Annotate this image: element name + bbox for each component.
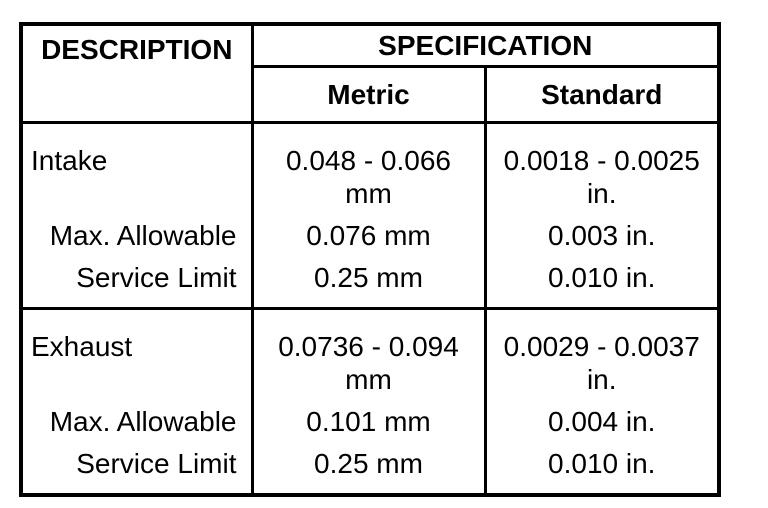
header-row-units: Metric Standard	[21, 66, 721, 124]
standard-value: 0.010 in.	[483, 442, 721, 495]
standard-value: 0.0029 - 0.0037 in.	[483, 308, 721, 400]
standard-value: 0.010 in.	[483, 256, 721, 309]
specification-table: DESCRIPTION SPECIFICATION Metric Standar…	[19, 22, 721, 497]
header-row-top: DESCRIPTION SPECIFICATION	[19, 24, 721, 124]
row-label: Service Limit	[19, 442, 254, 495]
standard-value: 0.0018 - 0.0025 in.	[483, 122, 721, 214]
col-header-metric: Metric	[250, 66, 487, 124]
table-row: Exhaust 0.0736 - 0.094 mm 0.0029 - 0.003…	[19, 308, 721, 400]
exhaust-group: Exhaust 0.0736 - 0.094 mm 0.0029 - 0.003…	[19, 308, 721, 495]
intake-group: Intake 0.048 - 0.066 mm 0.0018 - 0.0025 …	[19, 122, 721, 309]
table-row: Intake 0.048 - 0.066 mm 0.0018 - 0.0025 …	[19, 122, 721, 214]
table-header: DESCRIPTION SPECIFICATION Metric Standar…	[19, 24, 721, 124]
col-header-standard: Standard	[483, 66, 721, 124]
table-row: Service Limit 0.25 mm 0.010 in.	[19, 256, 721, 309]
metric-value: 0.076 mm	[250, 214, 487, 256]
metric-value: 0.25 mm	[250, 442, 487, 495]
standard-value: 0.003 in.	[483, 214, 721, 256]
row-label: Max. Allowable	[19, 400, 254, 442]
col-header-specification: SPECIFICATION	[250, 24, 721, 68]
row-label: Max. Allowable	[19, 214, 254, 256]
metric-value: 0.0736 - 0.094 mm	[250, 308, 487, 400]
standard-value: 0.004 in.	[483, 400, 721, 442]
row-label: Exhaust	[19, 308, 254, 400]
metric-value: 0.048 - 0.066 mm	[250, 122, 487, 214]
table-row: Max. Allowable 0.076 mm 0.003 in.	[19, 214, 721, 256]
table-row: Max. Allowable 0.101 mm 0.004 in.	[19, 400, 721, 442]
row-label: Service Limit	[19, 256, 254, 309]
col-header-description: DESCRIPTION	[19, 24, 254, 124]
table-row: Service Limit 0.25 mm 0.010 in.	[19, 442, 721, 495]
metric-value: 0.25 mm	[250, 256, 487, 309]
row-label: Intake	[19, 122, 254, 214]
metric-value: 0.101 mm	[250, 400, 487, 442]
